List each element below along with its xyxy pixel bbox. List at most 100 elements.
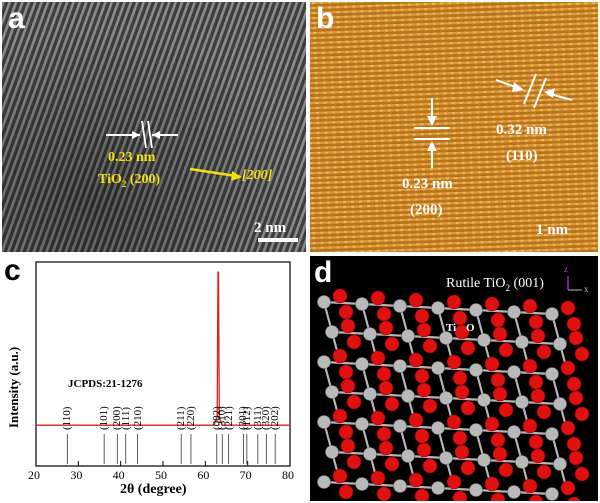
o-atom [376,366,392,382]
rutile-structure-model [317,276,590,501]
o-atom [416,382,432,398]
reference-peak-label: (101) [98,406,111,430]
o-atom [408,352,424,368]
o-atom [574,406,590,422]
o-atom [490,492,506,501]
o-atom [384,336,400,352]
ti-atom [363,387,377,401]
o-atom [332,288,348,304]
ti-atom [355,357,369,371]
o-atom [528,434,544,450]
ti-atom [431,301,445,315]
o-atom [530,328,546,344]
ti-atom [431,421,445,435]
o-atom [416,442,432,458]
o-atom [408,412,424,428]
reference-peak-label: (202) [269,406,282,430]
ti-atom [431,361,445,375]
o-atom [446,354,462,370]
ti-atom [469,363,483,377]
ti-atom [439,331,453,345]
ti-atom [507,365,521,379]
x-tick-label: 60 [197,468,210,482]
panel-d-crystal-structure: d Rutile TiO2 (001) Ti O z x [310,256,598,501]
ti-atom [469,303,483,317]
o-atom [340,318,356,334]
ti-atom [401,449,415,463]
o-atom [492,326,508,342]
y-axis-label: Intensity (a.u.) [6,346,21,428]
hrtem-lattice-fringes [2,2,306,252]
panel-b-letter: b [316,2,335,35]
o-atom [346,334,362,350]
x-tick-label: 40 [112,468,125,482]
o-atom [346,394,362,410]
o-atom [370,410,386,426]
ti-atom [355,297,369,311]
ti-atom [401,389,415,403]
o-atom [528,314,544,330]
o-atom [568,390,584,406]
o-atom [522,298,538,314]
o-atom [568,450,584,466]
x-tick-label: 30 [70,468,83,482]
o-atom [454,384,470,400]
ti-atom [439,391,453,405]
o-atom [460,340,476,356]
o-atom [416,322,432,338]
o-atom [408,472,424,488]
panel-d-letter: d [314,256,333,289]
o-atom [498,342,514,358]
o-atom [528,374,544,390]
panel-b-afm-image: b 0.23 nm (200) 0.32 nm (110) 1 nm [310,2,598,252]
o-atom [446,474,462,490]
o-atom [536,344,552,360]
ti-atom [431,481,445,495]
o-atom [568,330,584,346]
o-atom [384,456,400,472]
o-atom [378,380,394,396]
x-tick-label: 80 [282,468,294,482]
jcpds-reference-label: JCPDS:21-1276 [68,378,143,390]
o-atom [384,396,400,412]
o-atom [560,480,576,496]
ti-atom [507,485,521,499]
o-atom [454,324,470,340]
o-atom [414,368,430,384]
o-atom [492,446,508,462]
panel-a-letter: a [8,2,25,35]
o-atom [454,444,470,460]
x-axis-label: 2θ (degree) [120,482,187,497]
ti-atom [507,425,521,439]
o-atom [338,304,354,320]
o-atom [452,430,468,446]
o-atom [522,418,538,434]
x-tick-label: 20 [28,468,40,482]
ti-atom [393,479,407,493]
plot-frame [35,261,291,467]
o-atom [574,346,590,362]
ti-atom [363,447,377,461]
panel-b-spacing-110-label: 0.32 nm [496,122,547,138]
reference-peak-label: (110) [61,406,74,430]
o-atom [376,486,392,501]
o-atom [530,448,546,464]
reference-peak-label: (210) [131,406,144,430]
x-axis-label-d: x [584,284,589,294]
xrd-plot [35,261,291,467]
o-atom [460,400,476,416]
o-atom [446,414,462,430]
ti-atom [553,397,567,411]
o-atom [498,402,514,418]
o-atom [560,360,576,376]
ti-atom [469,423,483,437]
o-atom [536,464,552,480]
o-atom [498,462,514,478]
o-atom [414,428,430,444]
o-atom [346,454,362,470]
panel-b-spacing-200-label: 0.23 nm [402,176,453,192]
ti-atom [317,295,331,309]
ti-atom [439,451,453,465]
x-tick-label: 50 [155,468,167,482]
o-atom [566,436,582,452]
